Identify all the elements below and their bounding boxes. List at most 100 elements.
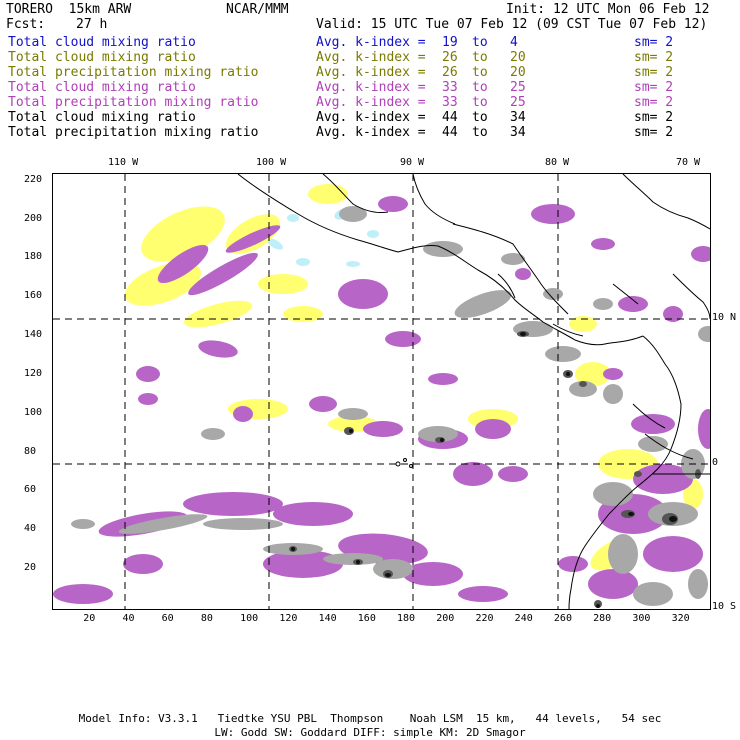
cloud-area-purple	[385, 331, 421, 347]
cloud-area-purple	[453, 462, 493, 486]
longitude-label: 80 W	[545, 157, 570, 168]
longitude-label: 110 W	[108, 157, 139, 168]
cloud-area-purple	[531, 204, 575, 224]
map-panel	[52, 173, 711, 610]
legend-field: Total cloud mixing ratio	[8, 110, 196, 125]
coastline	[612, 283, 639, 305]
legend-from: 44	[442, 125, 458, 140]
init-time: Init: 12 UTC Mon 06 Feb 12	[506, 2, 710, 17]
x-tick-label: 100	[240, 613, 259, 624]
coastline	[412, 174, 456, 225]
legend-sm: sm= 2	[634, 65, 674, 80]
legend-field: Total precipitation mixing ratio	[8, 125, 259, 140]
legend-index-label: Avg. k-index =	[316, 65, 426, 80]
precip-area-yellow	[184, 300, 252, 328]
cloud-area-gray	[608, 534, 638, 574]
cloud-area-purple	[633, 464, 693, 494]
x-tick-label: 280	[593, 613, 612, 624]
y-tick-label: 160	[24, 290, 43, 302]
cloud-area-gray	[633, 582, 673, 606]
cloud-area-purple	[136, 366, 160, 382]
island	[395, 461, 401, 467]
cloud-area-gray	[593, 482, 633, 506]
physics-info-line: LW: Godd SW: Goddard DIFF: simple KM: 2D…	[214, 726, 526, 739]
y-tick-label: 180	[24, 251, 43, 263]
legend-to: 34	[510, 125, 526, 140]
y-tick-label: 220	[24, 173, 43, 185]
legend-to: 25	[510, 95, 526, 110]
legend-field: Total precipitation mixing ratio	[8, 65, 259, 80]
cloud-area-purple	[123, 554, 163, 574]
cloud-area-gray	[201, 428, 225, 440]
precip-area-yellow	[258, 274, 308, 294]
legend-from: 33	[442, 80, 458, 95]
y-tick-label: 100	[24, 406, 43, 418]
cloud-area-light-blue	[287, 214, 299, 222]
legend-sm: sm= 2	[634, 50, 674, 65]
precip-area-yellow	[569, 316, 597, 332]
legend-to-word: to	[472, 50, 488, 65]
legend-to-word: to	[472, 125, 488, 140]
cloud-area-purple	[515, 268, 531, 280]
legend-field: Total cloud mixing ratio	[8, 35, 196, 50]
cloud-core-black	[356, 560, 360, 564]
cloud-area-purple	[558, 556, 588, 572]
cloud-core-black	[628, 512, 634, 516]
longitude-label: 100 W	[256, 157, 287, 168]
legend-from: 33	[442, 95, 458, 110]
latitude-label: 10 S	[712, 601, 737, 612]
cloud-area-purple	[631, 414, 675, 434]
legend-from: 26	[442, 50, 458, 65]
cloud-area-purple	[198, 340, 238, 358]
longitude-label: 90 W	[400, 157, 425, 168]
legend-from: 44	[442, 110, 458, 125]
precip-area-yellow	[283, 306, 323, 322]
x-tick-label: 140	[318, 613, 337, 624]
legend-to-word: to	[472, 80, 488, 95]
cloud-area-purple	[475, 419, 511, 439]
x-tick-label: 120	[279, 613, 298, 624]
x-tick-label: 40	[122, 613, 135, 624]
cloud-area-gray	[545, 346, 581, 362]
precip-area-yellow	[308, 184, 348, 204]
cloud-core-black	[440, 438, 444, 442]
cloud-core-black	[385, 573, 391, 577]
cloud-area-purple	[618, 296, 648, 312]
cloud-area-gray	[454, 290, 512, 318]
cloud-area-purple	[698, 409, 710, 449]
cloud-area-light-blue	[346, 261, 360, 267]
cloud-area-gray	[339, 206, 367, 222]
center-name: NCAR/MMM	[226, 2, 289, 17]
cloud-area-purple	[498, 466, 528, 482]
cloud-area-light-blue	[296, 258, 310, 266]
legend-to: 4	[510, 35, 518, 50]
cloud-area-gray	[638, 436, 668, 452]
coastline	[632, 403, 666, 429]
island	[403, 458, 407, 462]
longitude-label: 70 W	[676, 157, 701, 168]
cloud-area-purple	[363, 421, 403, 437]
legend-to: 34	[510, 110, 526, 125]
x-tick-label: 240	[514, 613, 533, 624]
fcst-value: 27 h	[76, 17, 108, 32]
cloud-area-purple	[338, 279, 388, 309]
model-name: TORERO 15km ARW	[6, 2, 132, 17]
x-tick-label: 180	[397, 613, 416, 624]
cloud-core-black	[566, 372, 570, 376]
cloud-area-gray	[593, 298, 613, 310]
x-tick-label: 60	[161, 613, 174, 624]
legend-sm: sm= 2	[634, 110, 674, 125]
fcst-label: Fcst:	[6, 17, 46, 32]
legend-field: Total cloud mixing ratio	[8, 50, 196, 65]
x-tick-label: 300	[632, 613, 651, 624]
coastline	[497, 273, 516, 299]
cloud-area-purple	[603, 368, 623, 380]
legend-to: 25	[510, 80, 526, 95]
x-tick-label: 20	[83, 613, 96, 624]
legend-to: 20	[510, 65, 526, 80]
cloud-area-purple	[233, 406, 253, 422]
cloud-area-purple	[183, 492, 283, 516]
cloud-core-dark	[634, 471, 642, 477]
weather-map	[53, 174, 710, 609]
legend-to-word: to	[472, 35, 488, 50]
